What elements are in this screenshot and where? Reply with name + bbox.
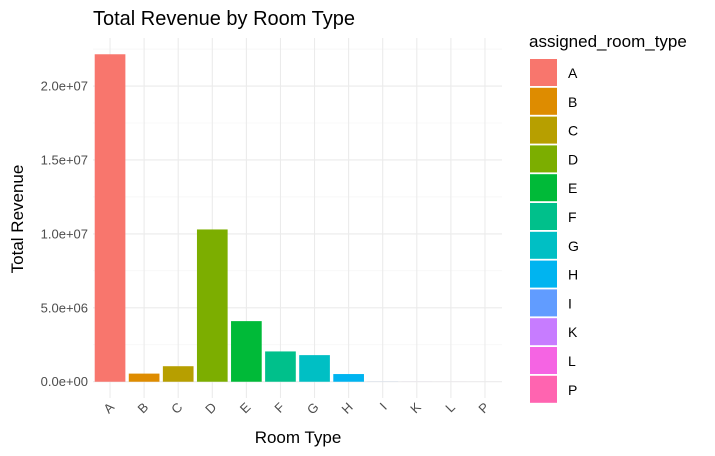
chart-title: Total Revenue by Room Type: [93, 8, 355, 30]
x-tick-label: C: [168, 400, 185, 417]
y-tick-label: 5.0e+06: [41, 300, 88, 315]
legend-key-f: [530, 203, 557, 230]
legend-label: H: [568, 267, 578, 283]
legend-label: G: [568, 238, 579, 254]
y-tick-label: 1.5e+07: [41, 152, 88, 167]
x-tick-label: D: [202, 400, 219, 417]
y-ticks: 0.0e+00 5.0e+06 1.0e+07 1.5e+07 2.0e+07: [41, 79, 88, 390]
y-tick-label: 1.0e+07: [41, 226, 88, 241]
bar-b: [128, 373, 160, 382]
legend-key-d: [530, 145, 557, 173]
legend-label: I: [568, 295, 572, 311]
bar-f: [265, 351, 296, 382]
y-tick-label: 2.0e+07: [41, 79, 88, 94]
legend-key-i: [530, 289, 557, 317]
legend-label: B: [568, 94, 577, 110]
legend-label: P: [568, 382, 577, 398]
legend-key-a: [530, 59, 557, 86]
x-tick-label: H: [338, 400, 355, 417]
x-axis-title: Room Type: [255, 428, 342, 447]
grid: [93, 38, 502, 398]
legend-label: D: [568, 151, 578, 167]
x-tick-label: E: [237, 399, 254, 416]
legend-label: C: [568, 123, 578, 139]
legend-label: L: [568, 353, 576, 369]
x-tick-label: L: [442, 400, 458, 416]
x-tick-label: P: [475, 400, 492, 417]
legend-key-c: [530, 116, 557, 144]
bars: [94, 54, 501, 382]
legend-title: assigned_room_type: [529, 32, 687, 51]
x-tick-label: G: [304, 400, 322, 418]
legend-label: F: [568, 209, 577, 225]
legend-key-p: [530, 375, 557, 403]
x-tick-label: F: [271, 399, 287, 415]
legend-label: E: [568, 180, 577, 196]
legend-key-h: [530, 260, 557, 288]
bar-g: [299, 355, 330, 382]
legend-label: K: [568, 324, 578, 340]
legend-key-e: [530, 174, 557, 202]
legend-key-g: [530, 231, 557, 259]
bar-c: [162, 366, 194, 382]
x-tick-label: I: [377, 400, 390, 413]
legend-key-b: [530, 87, 557, 115]
bar-a: [94, 54, 126, 382]
legend-key-l: [530, 347, 557, 374]
x-tick-label: K: [407, 399, 424, 416]
x-tick-label: B: [135, 400, 152, 417]
bar-h: [333, 374, 364, 382]
bar-d: [196, 229, 228, 382]
legend-key-k: [530, 318, 557, 346]
y-axis-title: Total Revenue: [8, 165, 27, 274]
bar-e: [231, 321, 262, 382]
legend-label: A: [568, 65, 578, 81]
y-tick-label: 0.0e+00: [41, 374, 88, 389]
x-tick-label: A: [100, 399, 117, 416]
